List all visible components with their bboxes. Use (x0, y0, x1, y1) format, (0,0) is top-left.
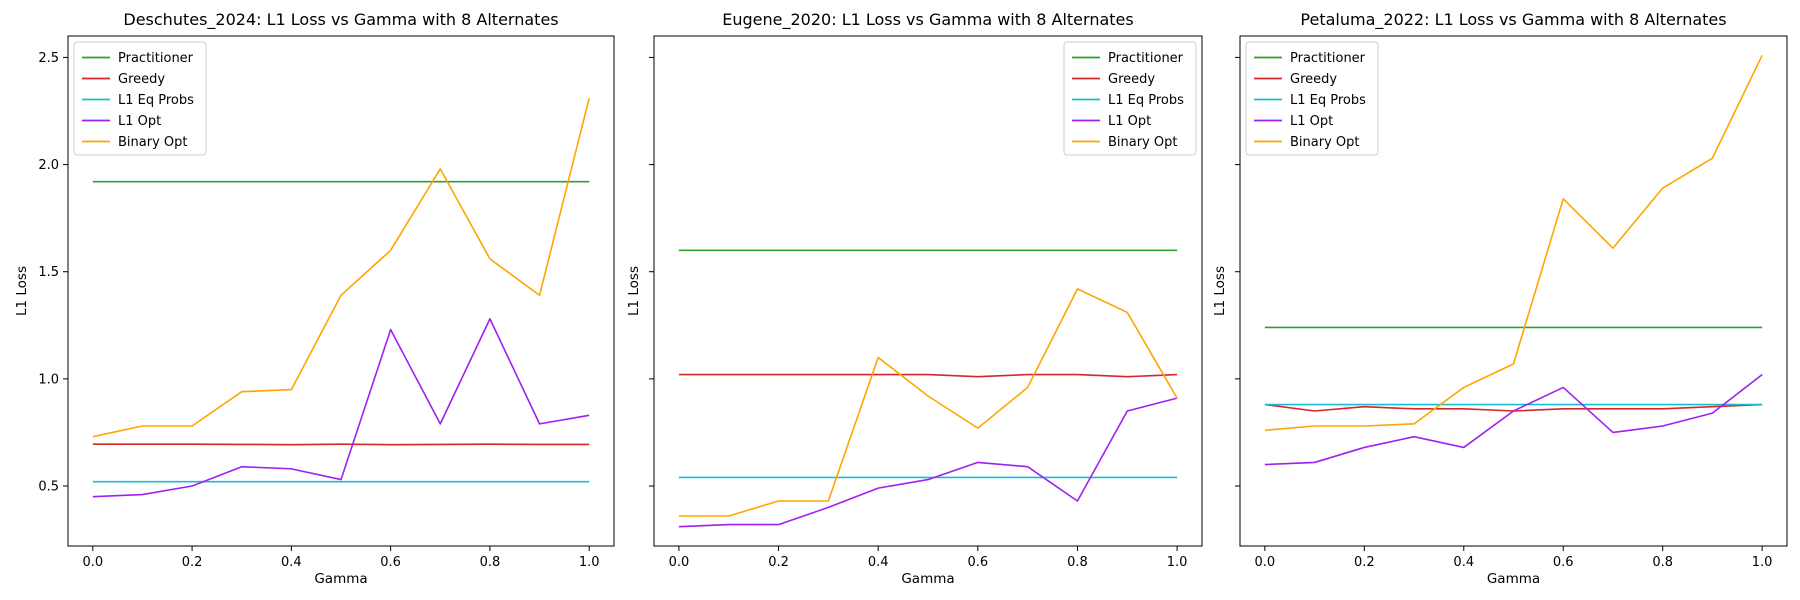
y-tick-label: 1.0 (38, 372, 59, 387)
series-line-l1-opt (1264, 373, 1763, 466)
legend-label: Practitioner (118, 51, 194, 66)
legend-label: L1 Opt (1108, 114, 1151, 129)
legend-label: Practitioner (1290, 51, 1366, 66)
y-axis-label: L1 Loss (1212, 266, 1228, 316)
legend: Practitioner Greedy L1 Eq Probs L1 Opt Binar… (73, 41, 207, 156)
legend-label: Greedy (1290, 72, 1337, 87)
x-tick-label: 0.6 (967, 555, 988, 570)
x-tick-label: 0.6 (1553, 555, 1574, 570)
legend-label: Greedy (1108, 72, 1155, 87)
x-tick-label: 0.6 (380, 555, 401, 570)
x-tick-label: 0.8 (1652, 555, 1673, 570)
axes-frame (653, 35, 1203, 547)
x-tick-label: 0.0 (82, 555, 103, 570)
series-line-greedy (1264, 403, 1763, 412)
y-tick-label: 0.5 (38, 480, 59, 495)
x-tick-label: 0.0 (669, 555, 690, 570)
x-tick-label: 1.0 (579, 555, 600, 570)
legend: Practitioner Greedy L1 Eq Probs L1 Opt Binar… (1063, 41, 1197, 156)
legend-label: L1 Eq Probs (118, 93, 194, 108)
axes-frame (67, 35, 615, 547)
legend: Practitioner Greedy L1 Eq Probs L1 Opt Binar… (1245, 41, 1379, 156)
legend-label: L1 Eq Probs (1108, 93, 1184, 108)
series-line-l1-opt (92, 318, 590, 498)
series-line-binary-opt (1264, 54, 1763, 432)
x-tick-label: 0.0 (1255, 555, 1276, 570)
y-tick-label: 2.0 (38, 158, 59, 173)
chart-panel-3: Petaluma_2022: L1 Loss vs Gamma with 8 A… (1212, 10, 1788, 587)
x-tick-label: 0.8 (480, 555, 501, 570)
legend-box (1245, 41, 1379, 156)
x-tick-label: 0.4 (1453, 555, 1474, 570)
x-tick-label: 0.2 (182, 555, 203, 570)
x-tick-label: 0.8 (1067, 555, 1088, 570)
legend-label: L1 Opt (118, 114, 161, 129)
chart-title: Eugene_2020: L1 Loss vs Gamma with 8 Alt… (722, 10, 1133, 30)
legend-label: Greedy (118, 72, 165, 87)
y-tick-label: 2.5 (38, 51, 59, 66)
series-line-binary-opt (92, 97, 590, 438)
legend-label: Binary Opt (118, 135, 188, 150)
x-tick-label: 0.2 (768, 555, 789, 570)
y-axis-label: L1 Loss (14, 266, 30, 316)
legend-label: Practitioner (1108, 51, 1184, 66)
series-line-greedy (678, 373, 1178, 378)
series-line-l1-opt (678, 397, 1178, 528)
x-tick-label: 0.4 (868, 555, 889, 570)
legend-label: L1 Eq Probs (1290, 93, 1366, 108)
legend-label: L1 Opt (1290, 114, 1333, 129)
chart-title: Petaluma_2022: L1 Loss vs Gamma with 8 A… (1300, 10, 1726, 30)
legend-label: Binary Opt (1108, 135, 1178, 150)
chart-panel-1: Deschutes_2024: L1 Loss vs Gamma with 8 … (14, 10, 615, 587)
legend-label: Binary Opt (1290, 135, 1360, 150)
series-line-binary-opt (678, 288, 1178, 517)
x-tick-label: 1.0 (1752, 555, 1773, 570)
x-axis-label: Gamma (901, 571, 954, 587)
x-axis-label: Gamma (314, 571, 367, 587)
y-axis-label: L1 Loss (626, 266, 642, 316)
chart-panel-2: Eugene_2020: L1 Loss vs Gamma with 8 Alt… (626, 10, 1203, 587)
x-tick-label: 0.2 (1354, 555, 1375, 570)
x-tick-label: 0.4 (281, 555, 302, 570)
chart-title: Deschutes_2024: L1 Loss vs Gamma with 8 … (123, 10, 558, 30)
legend-box (73, 41, 207, 156)
legend-box (1063, 41, 1197, 156)
axes-frame (1239, 35, 1788, 547)
x-axis-label: Gamma (1487, 571, 1540, 587)
y-tick-label: 1.5 (38, 265, 59, 280)
x-tick-label: 1.0 (1167, 555, 1188, 570)
